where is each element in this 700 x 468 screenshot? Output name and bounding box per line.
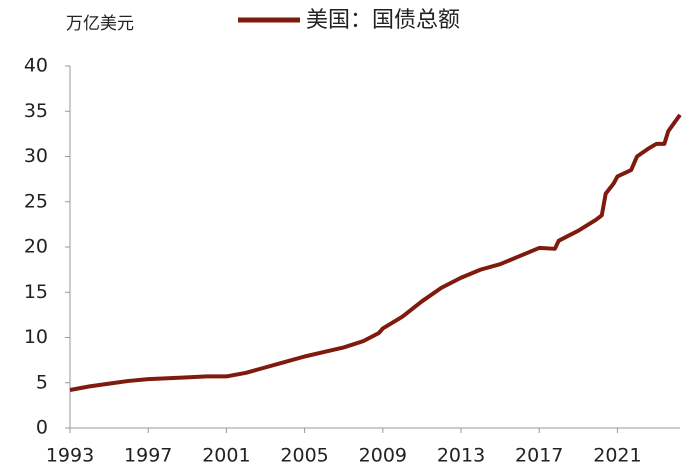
x-tick-label: 2021: [593, 445, 641, 467]
x-tick-label: 2013: [437, 445, 485, 467]
y-axis-label: 万亿美元: [66, 14, 134, 34]
y-tick-label: 25: [24, 190, 48, 212]
y-tick-label: 15: [24, 281, 48, 303]
y-tick-label: 0: [36, 417, 48, 439]
x-tick-label: 1997: [124, 445, 172, 467]
x-tick-label: 1993: [46, 445, 94, 467]
y-tick-label: 30: [24, 145, 48, 167]
x-tick-label: 2009: [359, 445, 407, 467]
y-tick-label: 20: [24, 236, 48, 258]
y-tick-label: 40: [24, 55, 48, 77]
x-tick-label: 2005: [280, 445, 328, 467]
y-tick-label: 5: [36, 371, 48, 393]
x-tick-label: 2017: [515, 445, 563, 467]
y-tick-label: 10: [24, 326, 48, 348]
x-tick-label: 2001: [202, 445, 250, 467]
y-tick-label: 35: [24, 100, 48, 122]
line: [69, 113, 682, 392]
legend-label: 美国：国债总额: [306, 8, 460, 33]
